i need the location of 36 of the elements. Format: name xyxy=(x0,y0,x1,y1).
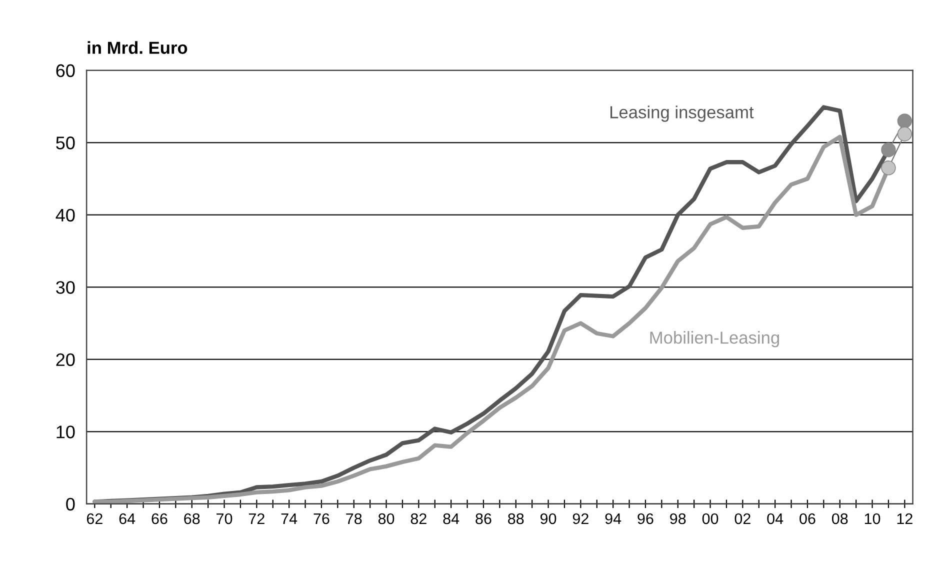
x-tick-label: 94 xyxy=(605,513,622,524)
y-tick-label: 30 xyxy=(56,281,75,294)
series-label: Mobilien-Leasing xyxy=(650,331,779,348)
text: Leasing insgesamt xyxy=(610,106,754,122)
y-tick-label: 50 xyxy=(56,136,75,150)
y-axis-title: in Mrd. Euro xyxy=(88,41,188,54)
x-tick-label: 08 xyxy=(832,513,848,524)
x-tick-label: 86 xyxy=(476,513,492,524)
x-tick-label: 92 xyxy=(572,513,588,524)
x-tick-label: 74 xyxy=(281,513,298,524)
x-tick-label: 64 xyxy=(119,513,136,524)
x-tick-label: 90 xyxy=(540,513,556,524)
y-tick-label: 20 xyxy=(56,353,75,366)
x-tick-label: 78 xyxy=(346,513,362,524)
x-tick-label: 76 xyxy=(314,513,330,524)
x-tick-label: 62 xyxy=(86,513,102,524)
x-tick-label: 80 xyxy=(378,513,394,524)
x-tick-label: 82 xyxy=(410,513,426,524)
x-tick-label: 10 xyxy=(864,513,880,524)
x-tick-label: 04 xyxy=(767,513,784,524)
x-tick-label: 96 xyxy=(638,513,654,524)
y-tick-label: 0 xyxy=(66,498,75,511)
x-tick-label: 66 xyxy=(152,513,168,524)
x-tick-label: 02 xyxy=(734,513,750,524)
x-tick-label: 06 xyxy=(800,513,816,524)
x-tick-label: 88 xyxy=(508,513,524,524)
x-tick-label: 72 xyxy=(248,513,264,524)
x-tick-label: 00 xyxy=(702,513,718,524)
y-tick-label: 60 xyxy=(56,64,75,78)
x-tick-label: 98 xyxy=(670,513,686,524)
x-tick-label: 84 xyxy=(443,513,460,524)
y-tick-label: 10 xyxy=(56,426,75,438)
x-tick-label: 70 xyxy=(216,513,232,524)
y-tick-label: 40 xyxy=(56,208,75,222)
x-tick-label: 12 xyxy=(897,513,912,524)
x-tick-label: 68 xyxy=(184,513,200,524)
